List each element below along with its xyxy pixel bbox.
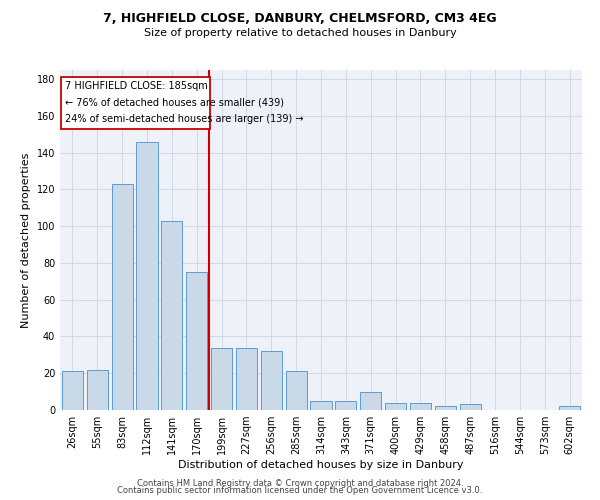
Bar [261, 351, 282, 410]
Text: Contains HM Land Registry data © Crown copyright and database right 2024.: Contains HM Land Registry data © Crown c… [137, 478, 463, 488]
Bar [236, 348, 257, 410]
Bar [286, 372, 307, 410]
FancyBboxPatch shape [61, 78, 211, 129]
Bar [435, 406, 456, 410]
Text: Size of property relative to detached houses in Danbury: Size of property relative to detached ho… [143, 28, 457, 38]
Bar [87, 370, 108, 410]
Bar [335, 401, 356, 410]
Bar [410, 402, 431, 410]
Bar [112, 184, 133, 410]
Bar [310, 401, 332, 410]
Bar [460, 404, 481, 410]
X-axis label: Distribution of detached houses by size in Danbury: Distribution of detached houses by size … [178, 460, 464, 470]
Y-axis label: Number of detached properties: Number of detached properties [21, 152, 31, 328]
Text: 7 HIGHFIELD CLOSE: 185sqm: 7 HIGHFIELD CLOSE: 185sqm [65, 81, 208, 91]
Bar [161, 220, 182, 410]
Bar [211, 348, 232, 410]
Bar [360, 392, 381, 410]
Text: 24% of semi-detached houses are larger (139) →: 24% of semi-detached houses are larger (… [65, 114, 304, 124]
Text: Contains public sector information licensed under the Open Government Licence v3: Contains public sector information licen… [118, 486, 482, 495]
Text: 7, HIGHFIELD CLOSE, DANBURY, CHELMSFORD, CM3 4EG: 7, HIGHFIELD CLOSE, DANBURY, CHELMSFORD,… [103, 12, 497, 26]
Bar [62, 372, 83, 410]
Bar [385, 402, 406, 410]
Bar [136, 142, 158, 410]
Text: ← 76% of detached houses are smaller (439): ← 76% of detached houses are smaller (43… [65, 98, 284, 108]
Bar [559, 406, 580, 410]
Bar [186, 272, 207, 410]
